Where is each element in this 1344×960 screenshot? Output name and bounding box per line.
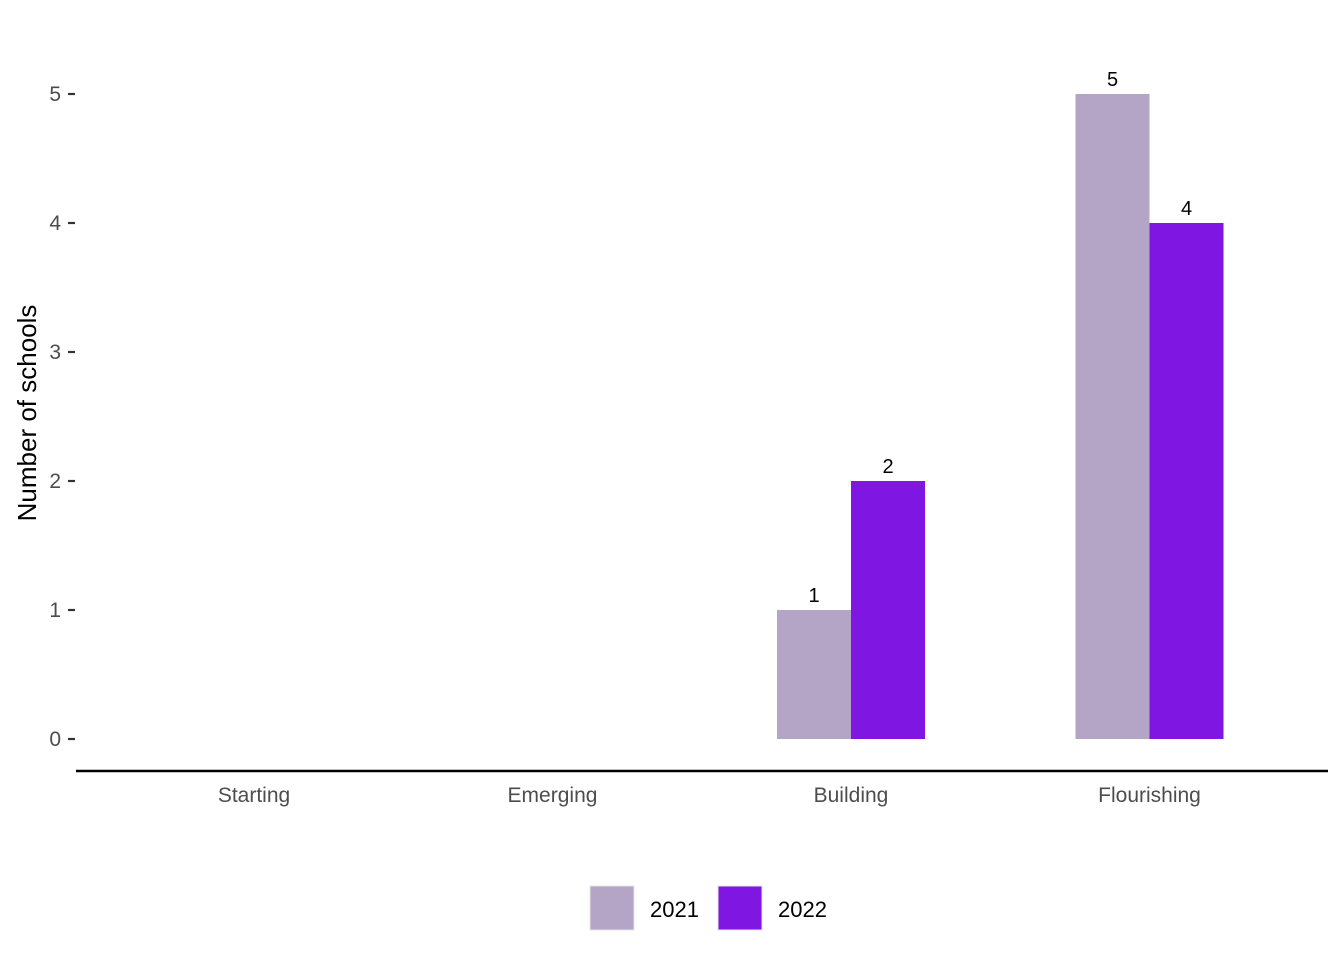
bars <box>777 94 1224 739</box>
x-tick-label: Flourishing <box>1098 784 1201 807</box>
legend-label: 2021 <box>650 897 699 922</box>
data-label: 4 <box>1181 198 1192 220</box>
data-label: 2 <box>882 456 893 478</box>
y-tick-label: 5 <box>49 83 61 106</box>
x-tick-label: Starting <box>218 784 290 807</box>
x-tick-label: Emerging <box>508 784 598 807</box>
legend-swatch-2021 <box>589 885 635 931</box>
y-axis-title: Number of schools <box>12 305 42 522</box>
bar-2021-flourishing <box>1075 94 1150 739</box>
bar-2022-building <box>851 481 925 739</box>
y-tick-label: 3 <box>49 341 61 364</box>
data-label: 5 <box>1107 69 1118 91</box>
legend: 2021 2022 <box>589 885 827 931</box>
legend-label: 2022 <box>778 897 827 922</box>
y-tick-label: 1 <box>49 599 61 622</box>
x-tick-label: Building <box>814 784 889 807</box>
y-tick-label: 4 <box>49 212 61 235</box>
data-label: 1 <box>808 585 819 607</box>
bar-2022-flourishing <box>1149 223 1224 739</box>
legend-swatch-2022 <box>717 885 763 931</box>
y-tick-label: 2 <box>49 470 61 493</box>
y-axis: 0 1 2 3 4 5 <box>49 83 75 751</box>
bar-2021-building <box>777 610 851 739</box>
x-axis: Starting Emerging Building Flourishing <box>76 769 1328 807</box>
data-labels: 1 2 5 4 <box>808 69 1192 607</box>
y-tick-label: 0 <box>49 728 61 751</box>
